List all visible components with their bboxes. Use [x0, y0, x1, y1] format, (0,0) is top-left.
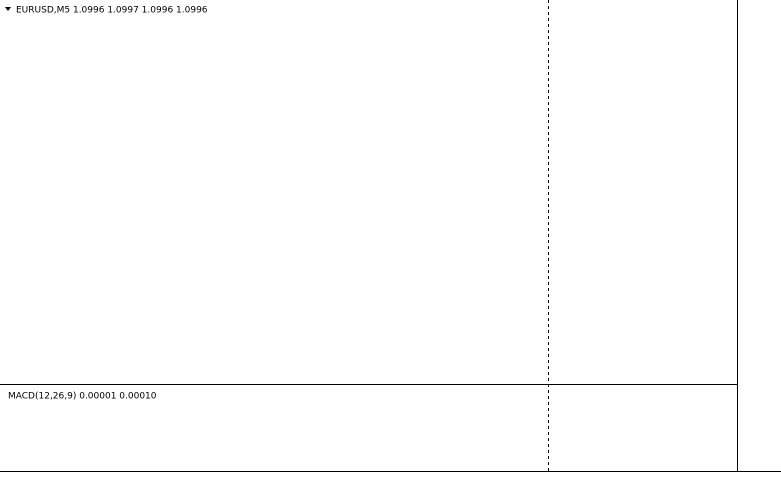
- macd-title: MACD(12,26,9) 0.00001 0.00010: [8, 392, 157, 402]
- menu-arrow: [5, 7, 11, 11]
- chart-title: EURUSD,M5 1.0996 1.0997 1.0996 1.0996: [16, 6, 208, 16]
